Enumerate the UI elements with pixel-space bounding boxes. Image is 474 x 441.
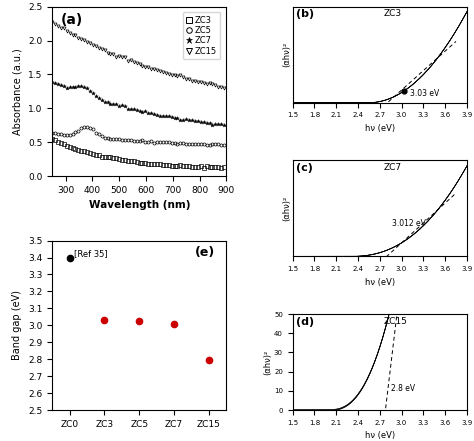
Text: [Ref 35]: [Ref 35]: [74, 249, 108, 258]
X-axis label: hν (eV): hν (eV): [365, 431, 395, 441]
Y-axis label: (αhν)²: (αhν)²: [282, 196, 291, 221]
Y-axis label: (αhν)²: (αhν)²: [264, 349, 273, 375]
Y-axis label: Band gap (eV): Band gap (eV): [12, 290, 22, 360]
Text: 3.012 eV: 3.012 eV: [392, 219, 426, 228]
Text: ZC3: ZC3: [383, 10, 401, 19]
Text: (c): (c): [296, 163, 313, 173]
Text: (e): (e): [195, 246, 215, 259]
Legend: ZC3, ZC5, ZC7, ZC15: ZC3, ZC5, ZC7, ZC15: [182, 12, 220, 59]
Text: (a): (a): [61, 13, 83, 27]
Text: 2.8 eV: 2.8 eV: [391, 384, 415, 393]
Text: ZC7: ZC7: [383, 163, 401, 172]
Y-axis label: (αhν)²: (αhν)²: [282, 42, 291, 67]
Text: 3.03 eV: 3.03 eV: [410, 89, 439, 98]
Text: ZC15: ZC15: [383, 317, 407, 326]
Text: (d): (d): [296, 317, 314, 327]
X-axis label: Wavelength (nm): Wavelength (nm): [89, 201, 190, 210]
Y-axis label: Absorbance (a.u.): Absorbance (a.u.): [12, 48, 22, 135]
Text: (b): (b): [296, 10, 314, 19]
X-axis label: hν (eV): hν (eV): [365, 124, 395, 133]
X-axis label: hν (eV): hν (eV): [365, 278, 395, 287]
